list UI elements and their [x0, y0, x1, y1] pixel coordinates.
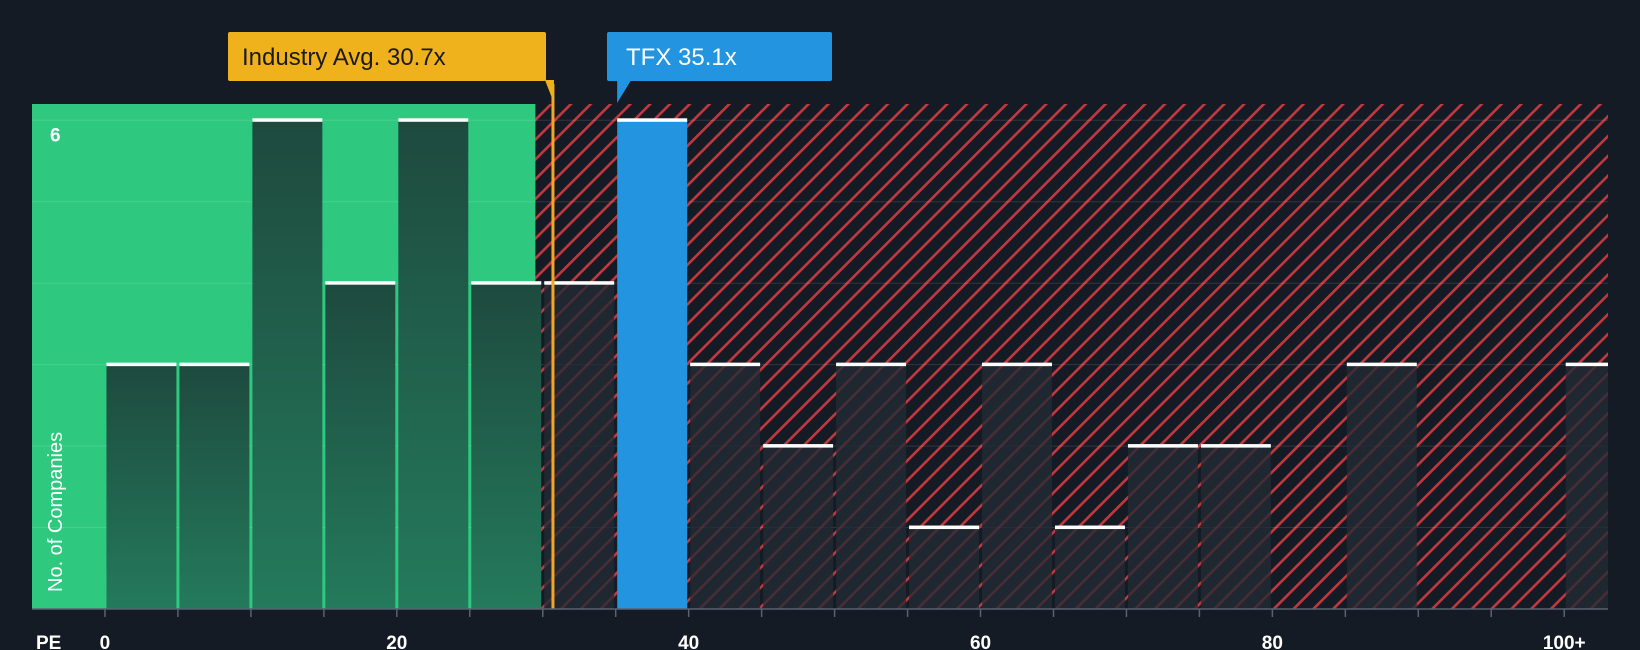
bar-cap: [179, 362, 250, 367]
x-tick-label: 80: [1262, 633, 1283, 650]
x-tick-label: 0: [100, 633, 111, 650]
histogram-bar: [544, 283, 615, 609]
histogram-bar: [690, 364, 761, 609]
bar-cap: [1565, 362, 1608, 367]
bar-cap: [325, 281, 396, 285]
histogram-bar: [1127, 446, 1198, 609]
x-tick-label: 40: [678, 633, 699, 650]
histogram-bar: [398, 120, 469, 610]
bar-cap: [106, 362, 177, 367]
x-tick-label: 100+: [1543, 633, 1586, 650]
histogram-bar: [982, 364, 1052, 609]
y-tick-label: 6: [50, 125, 61, 146]
histogram-bar: [106, 364, 177, 609]
industry-average-callout: Industry Avg. 30.7x: [228, 32, 554, 103]
company-callout: TFX 35.1x: [607, 32, 832, 103]
histogram-bar: [1200, 446, 1271, 609]
bar-cap: [690, 362, 761, 367]
histogram-bar: [325, 283, 396, 609]
bar-cap: [1200, 444, 1271, 448]
histogram-bar: [1565, 364, 1608, 609]
x-tick-label: 60: [970, 633, 991, 650]
bar-cap: [398, 118, 469, 122]
histogram-bar: [471, 283, 542, 609]
histogram-bar: [763, 446, 834, 609]
bar-cap: [1054, 525, 1125, 530]
company-bar: [617, 120, 688, 610]
company-pe-label: TFX 35.1x: [626, 44, 737, 71]
x-axis-ticks: 0 20 40 60 80 100+: [100, 609, 1586, 650]
histogram-bars: [106, 118, 1608, 610]
bar-cap: [252, 118, 323, 122]
x-axis-label: PE: [36, 633, 61, 650]
histogram-bar: [1054, 527, 1125, 609]
y-axis-label: No. of Companies: [45, 432, 67, 592]
histogram-bar: [836, 364, 907, 609]
bar-cap: [982, 362, 1052, 367]
histogram-bar: [909, 527, 980, 609]
bar-cap: [617, 118, 688, 122]
histogram-bar: [179, 364, 250, 609]
bar-cap: [471, 281, 542, 285]
bar-cap: [1127, 444, 1198, 448]
industry-average-label: Industry Avg. 30.7x: [242, 44, 446, 71]
bar-cap: [544, 281, 615, 285]
bar-cap: [836, 362, 907, 367]
industry-callout-pointer: [544, 80, 554, 103]
company-callout-pointer: [617, 80, 632, 103]
histogram-bar: [252, 120, 323, 610]
x-tick-label: 20: [386, 633, 407, 650]
industry-callout-box: [228, 32, 546, 81]
histogram-bar: [1346, 364, 1417, 609]
bar-cap: [1346, 362, 1417, 367]
bar-cap: [909, 525, 980, 530]
bar-cap: [763, 444, 834, 448]
company-callout-box: [607, 32, 832, 81]
